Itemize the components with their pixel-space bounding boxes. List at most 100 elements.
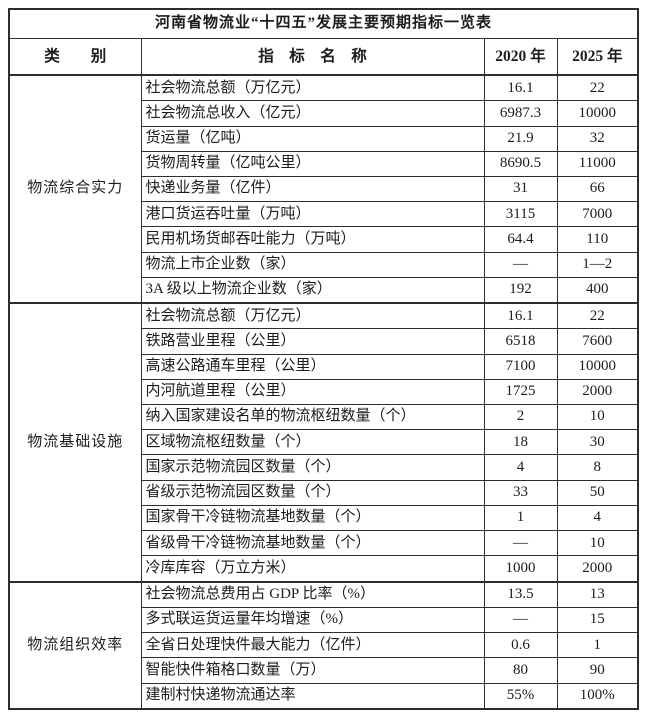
indicator-cell: 社会物流总收入（亿元） <box>140 100 485 127</box>
indicator-cell: 全省日处理快件最大能力（亿件） <box>140 632 485 659</box>
table-title-row: 河南省物流业“十四五”发展主要预期指标一览表 <box>8 8 639 39</box>
value-2025-cell: 10 <box>556 530 639 557</box>
value-2020-cell: 13.5 <box>483 580 558 608</box>
value-2025-cell: 22 <box>556 302 639 330</box>
table-row: 全省日处理快件最大能力（亿件） 0.6 1 <box>9 632 639 659</box>
indicator-cell: 社会物流总额（万亿元） <box>140 302 485 330</box>
indicator-cell: 铁路营业里程（公里） <box>140 328 485 355</box>
value-2025-cell: 400 <box>556 276 639 304</box>
col-header-category: 类 别 <box>8 38 142 76</box>
value-2025-cell: 15 <box>556 606 639 634</box>
value-2025-cell: 1—2 <box>556 251 639 278</box>
table-row: 冷库库容（万立方米） 1000 2000 <box>9 555 639 583</box>
value-2025-cell: 11000 <box>556 150 639 177</box>
indicator-cell: 货运量（亿吨） <box>140 125 485 152</box>
table-row: 物流基础设施 社会物流总额（万亿元） 16.1 22 <box>8 302 639 583</box>
table-row: 社会物流总收入（亿元） 6987.3 10000 <box>9 100 639 127</box>
value-2020-cell: 7100 <box>483 353 558 380</box>
category-cell: 物流基础设施 <box>8 302 142 583</box>
value-2020-cell: 21.9 <box>483 125 558 152</box>
indicator-cell: 冷库库容（万立方米） <box>140 555 485 583</box>
value-2020-cell: 8690.5 <box>483 150 558 177</box>
value-2020-cell: 2 <box>483 404 558 431</box>
value-2025-cell: 30 <box>556 429 639 456</box>
value-2020-cell: 1 <box>483 504 558 532</box>
table-row: 物流上市企业数（家） —1—2 <box>9 251 639 278</box>
table-row: 区域物流枢纽数量（个） 18 30 <box>9 429 639 456</box>
value-2025-cell: 100% <box>556 682 639 710</box>
indicator-cell: 快递业务量（亿件） <box>140 175 485 203</box>
indicator-cell: 区域物流枢纽数量（个） <box>140 429 485 456</box>
indicator-cell: 社会物流总额（万亿元） <box>140 74 485 102</box>
value-2025-cell: 4 <box>556 504 639 532</box>
table-row: 货物周转量（亿吨公里） 8690.5 11000 <box>9 150 639 177</box>
table-row: 铁路营业里程（公里） 6518 7600 <box>9 328 639 355</box>
value-2020-cell: 4 <box>483 454 558 481</box>
value-2025-cell: 8 <box>556 454 639 481</box>
value-2025-cell: 2000 <box>556 555 639 583</box>
table-header-row: 类 别 指 标 名 称 2020 年 2025 年 <box>8 38 639 76</box>
value-2020-cell: 192 <box>483 276 558 304</box>
indicator-cell: 港口货运吞吐量（万吨） <box>140 201 485 228</box>
value-2025-cell: 66 <box>556 175 639 203</box>
indicator-cell: 国家示范物流园区数量（个） <box>140 454 485 481</box>
value-2025-cell: 32 <box>556 125 639 152</box>
indicator-cell: 多式联运货运量年均增速（%） <box>140 606 485 634</box>
value-2020-cell: 80 <box>483 657 558 684</box>
indicator-cell: 省级骨干冷链物流基地数量（个） <box>140 530 485 557</box>
table-row: 高速公路通车里程（公里） 7100 10000 <box>9 353 639 380</box>
table-row: 省级示范物流园区数量（个） 33 50 <box>9 479 639 506</box>
table-row: 建制村快递物流通达率 55% 100% <box>9 682 639 710</box>
value-2025-cell: 50 <box>556 479 639 506</box>
indicator-cell: 货物周转量（亿吨公里） <box>140 150 485 177</box>
value-2020-cell: 16.1 <box>483 74 558 102</box>
table-row: 省级骨干冷链物流基地数量（个） —10 <box>9 530 639 557</box>
value-2020-cell: 18 <box>483 429 558 456</box>
value-2020-cell: 6518 <box>483 328 558 355</box>
indicator-cell: 民用机场货邮吞吐能力（万吨） <box>140 226 485 253</box>
value-2020-cell: 1725 <box>483 378 558 406</box>
value-2025-cell: 10000 <box>556 100 639 127</box>
table-row: 物流综合实力 社会物流总额（万亿元） 16.1 22 <box>8 73 639 304</box>
value-2020-cell: 6987.3 <box>483 100 558 127</box>
value-2025-cell: 10000 <box>556 353 639 380</box>
value-2025-cell: 1 <box>556 632 639 659</box>
indicator-cell: 内河航道里程（公里） <box>140 378 485 406</box>
table-row: 内河航道里程（公里） 1725 2000 <box>9 378 639 406</box>
table-body: 河南省物流业“十四五”发展主要预期指标一览表 类 别 指 标 名 称 2020 … <box>8 8 639 710</box>
indicator-cell: 3A 级以上物流企业数（家） <box>140 276 485 304</box>
col-header-2025: 2025 年 <box>556 38 639 76</box>
value-2025-cell: 13 <box>556 580 639 608</box>
value-2025-cell: 2000 <box>556 378 639 406</box>
value-2020-cell: — <box>483 530 558 557</box>
value-2025-cell: 90 <box>556 657 639 684</box>
value-2020-cell: 0.6 <box>483 632 558 659</box>
table-row: 3A 级以上物流企业数（家） 192 400 <box>9 276 639 304</box>
table-title: 河南省物流业“十四五”发展主要预期指标一览表 <box>8 8 639 39</box>
value-2025-cell: 110 <box>556 226 639 253</box>
value-2020-cell: 64.4 <box>483 226 558 253</box>
indicator-cell: 建制村快递物流通达率 <box>140 682 485 710</box>
value-2020-cell: — <box>483 606 558 634</box>
table-row: 快递业务量（亿件） 31 66 <box>9 175 639 203</box>
value-2025-cell: 7600 <box>556 328 639 355</box>
indicators-table: 河南省物流业“十四五”发展主要预期指标一览表 类 别 指 标 名 称 2020 … <box>8 8 640 710</box>
value-2020-cell: 31 <box>483 175 558 203</box>
value-2025-cell: 22 <box>556 74 639 102</box>
value-2025-cell: 10 <box>556 404 639 431</box>
table-row: 智能快件箱格口数量（万） 80 90 <box>9 657 639 684</box>
value-2020-cell: 3115 <box>483 201 558 228</box>
value-2020-cell: 16.1 <box>483 302 558 330</box>
indicator-cell: 智能快件箱格口数量（万） <box>140 657 485 684</box>
category-cell: 物流组织效率 <box>8 580 142 710</box>
indicator-cell: 物流上市企业数（家） <box>140 251 485 278</box>
value-2020-cell: 55% <box>483 682 558 710</box>
category-cell: 物流综合实力 <box>8 73 142 304</box>
value-2020-cell: 33 <box>483 479 558 506</box>
value-2020-cell: — <box>483 251 558 278</box>
indicator-cell: 省级示范物流园区数量（个） <box>140 479 485 506</box>
indicator-cell: 国家骨干冷链物流基地数量（个） <box>140 504 485 532</box>
table-row: 物流组织效率 社会物流总费用占 GDP 比率（%） 13.5 13 <box>8 580 639 710</box>
table-row: 货运量（亿吨） 21.9 32 <box>9 125 639 152</box>
